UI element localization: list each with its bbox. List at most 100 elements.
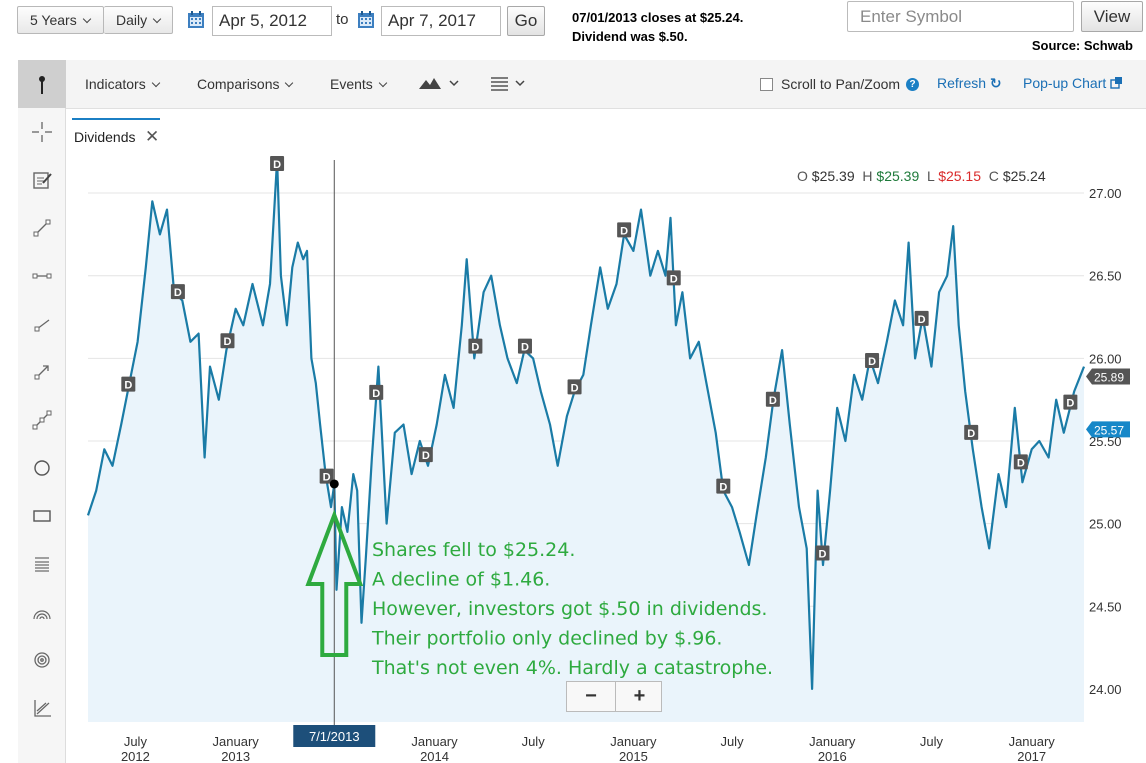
segment-tool[interactable] [18,252,66,300]
dividend-marker [270,156,285,171]
last-value-label: 25.57 [1094,423,1124,437]
line-icon [33,219,51,237]
annotation-line: A decline of $1.46. [372,569,550,591]
comparisons-label: Comparisons [197,76,280,92]
go-button[interactable]: Go [507,6,545,36]
chevron-down-icon [285,78,294,88]
scroll-pan-label: Scroll to Pan/Zoom [781,76,901,92]
zoom-control: − + [566,681,662,712]
arrow-tool[interactable] [18,348,66,396]
annotation-tool[interactable] [18,156,66,204]
comparisons-menu[interactable]: Comparisons [197,76,294,92]
calendar-icon[interactable] [357,10,375,29]
list-icon [491,77,525,91]
dividend-marker [865,352,880,368]
calendar-icon[interactable] [187,10,205,29]
top-controls: 5 Years Daily Apr 5, 2012 to Apr 7, 2017… [0,0,1146,58]
dividend-marker-label: D [372,388,380,400]
dividend-marker-label: D [620,225,628,237]
dividend-marker-label: D [1017,457,1025,469]
note-line-2: Dividend was $.50. [572,29,688,44]
regression-icon [34,700,51,717]
refresh-link[interactable]: Refresh ↻ [937,75,1002,92]
fibonacci-tool[interactable] [18,540,66,588]
display-menu[interactable] [490,74,530,99]
crosshair-tool[interactable] [18,108,66,156]
dividend-marker [468,338,483,354]
interval-dropdown[interactable]: Daily [104,6,173,34]
pointer-icon [39,76,45,94]
dividend-marker-label: D [571,382,579,394]
annotation-arrow [305,509,364,657]
line-tool[interactable] [18,204,66,252]
scroll-pan-checkbox[interactable] [760,78,773,91]
dividend-marker-label: D [174,287,182,299]
dividend-marker [121,376,136,392]
channel-icon [32,410,52,430]
y-tick-label: 24.50 [1089,599,1122,614]
close-label: C [988,168,999,184]
circle-tool[interactable] [18,444,66,492]
dividend-marker-label: D [918,314,926,326]
zoom-in-button[interactable]: + [615,682,663,711]
events-menu[interactable]: Events [330,76,388,92]
popup-chart-link[interactable]: Pop-up Chart [1023,75,1123,91]
high-label: H [862,168,873,184]
range-dropdown[interactable]: 5 Years [17,6,104,34]
dividend-marker-label: D [521,342,529,354]
rectangle-tool[interactable] [18,492,66,540]
dividend-marker [914,310,929,326]
drawing-tools-sidebar [18,60,66,763]
dividend-marker-label: D [868,356,876,368]
events-label: Events [330,76,373,92]
chart-toolbar: Indicators Comparisons Events Scroll to … [66,60,1146,109]
target-tool[interactable] [18,636,66,684]
mountain-chart-icon [419,78,459,89]
dividend-marker [567,379,582,395]
ray-tool[interactable] [18,300,66,348]
to-label: to [336,11,349,28]
annotation-icon [33,172,52,189]
dividend-marker [1013,454,1028,470]
help-icon[interactable]: ? [906,78,919,91]
dividend-marker-label: D [323,472,331,484]
annotation-line: That's not even 4%. Hardly a catastrophe… [371,657,773,679]
x-tick-label: July [720,734,744,749]
ohlc-readout: O $25.39 H $25.39 L $25.15 C $25.24 [797,168,1046,184]
fibonacci-icon [35,557,49,572]
dividend-marker [617,222,632,238]
regression-tool[interactable] [18,684,66,732]
channel-tool[interactable] [18,396,66,444]
y-tick-label: 24.00 [1089,682,1122,697]
annotation-line: However, investors got $.50 in dividends… [372,598,767,620]
end-date-input[interactable]: Apr 7, 2017 [381,6,501,36]
chart-type-menu[interactable] [418,74,464,99]
start-date-input[interactable]: Apr 5, 2012 [212,6,332,36]
view-button[interactable]: View [1081,1,1143,32]
close-icon[interactable]: ✕ [145,127,160,146]
arc-tool[interactable] [18,588,66,636]
dividend-marker [170,284,185,300]
zoom-out-button[interactable]: − [585,685,597,707]
ray-icon [34,319,50,332]
source-label: Source: Schwab [1031,38,1133,53]
dividend-marker [517,338,532,354]
high-value: $25.39 [876,168,920,184]
dividend-marker-label: D [224,336,232,348]
indicators-menu[interactable]: Indicators [85,76,160,92]
pointer-tool[interactable] [18,60,66,108]
dividend-marker [1063,394,1078,410]
chevron-down-icon [82,14,91,24]
dividend-marker-label: D [719,482,727,494]
low-value: $25.15 [938,168,982,184]
x-tick-label: July [522,734,546,749]
crosshair-icon [32,122,52,142]
open-value: $25.39 [811,168,855,184]
dividend-marker-label: D [422,450,430,462]
symbol-input[interactable] [847,1,1074,32]
x-tick-label: July [124,734,148,749]
low-label: L [927,168,935,184]
cursor-date-label: 7/1/2013 [309,729,360,744]
last-value-tag [1086,421,1130,438]
